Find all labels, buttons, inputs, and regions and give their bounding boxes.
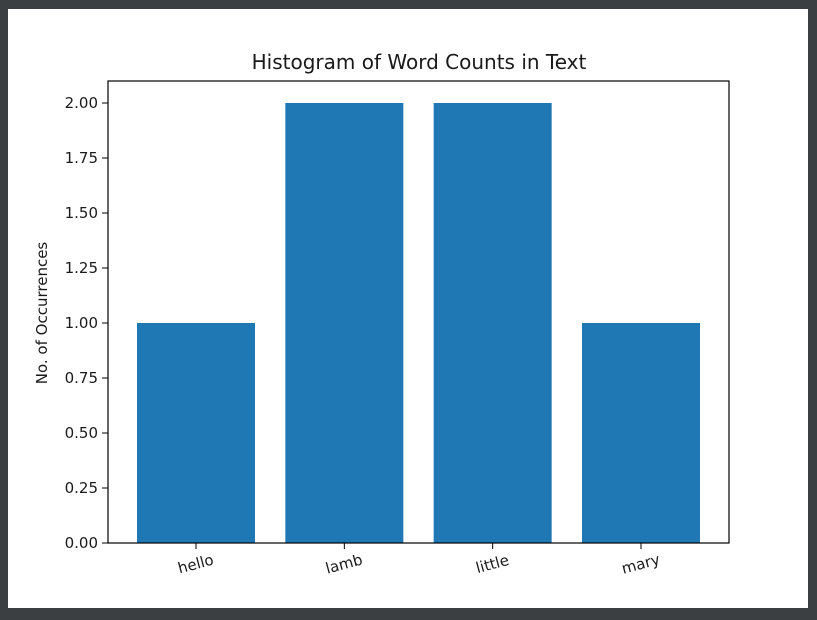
bar-chart: Histogram of Word Counts in Text No. of … <box>33 50 730 578</box>
chart-title: Histogram of Word Counts in Text <box>252 50 587 74</box>
y-tick-label: 0.25 <box>65 479 98 497</box>
y-tick-label: 1.75 <box>65 149 98 167</box>
y-tick-label: 2.00 <box>65 94 98 112</box>
y-tick-label: 1.00 <box>65 314 98 332</box>
bar-little <box>433 103 552 543</box>
y-axis: 0.00 0.25 0.50 0.75 1.00 1.25 1.50 1.75 2.00 <box>65 94 108 552</box>
bars-group <box>137 103 700 543</box>
x-tick-label: mary <box>620 550 662 577</box>
x-axis: hello lamb little mary <box>176 543 662 578</box>
y-tick-label: 1.50 <box>65 204 98 222</box>
bar-mary <box>582 323 700 543</box>
x-tick-label: hello <box>176 551 216 578</box>
plot-area-border <box>107 80 730 544</box>
x-tick-label: little <box>474 551 511 577</box>
x-tick-label: lamb <box>324 550 365 577</box>
bar-hello <box>137 323 255 543</box>
y-tick-label: 1.25 <box>65 259 98 277</box>
chart-frame: Histogram of Word Counts in Text No. of … <box>8 9 808 608</box>
y-tick-label: 0.75 <box>65 369 98 387</box>
bar-lamb <box>285 103 404 543</box>
y-tick-label: 0.00 <box>65 534 98 552</box>
y-axis-label: No. of Occurrences <box>33 242 51 385</box>
y-tick-label: 0.50 <box>65 424 98 442</box>
